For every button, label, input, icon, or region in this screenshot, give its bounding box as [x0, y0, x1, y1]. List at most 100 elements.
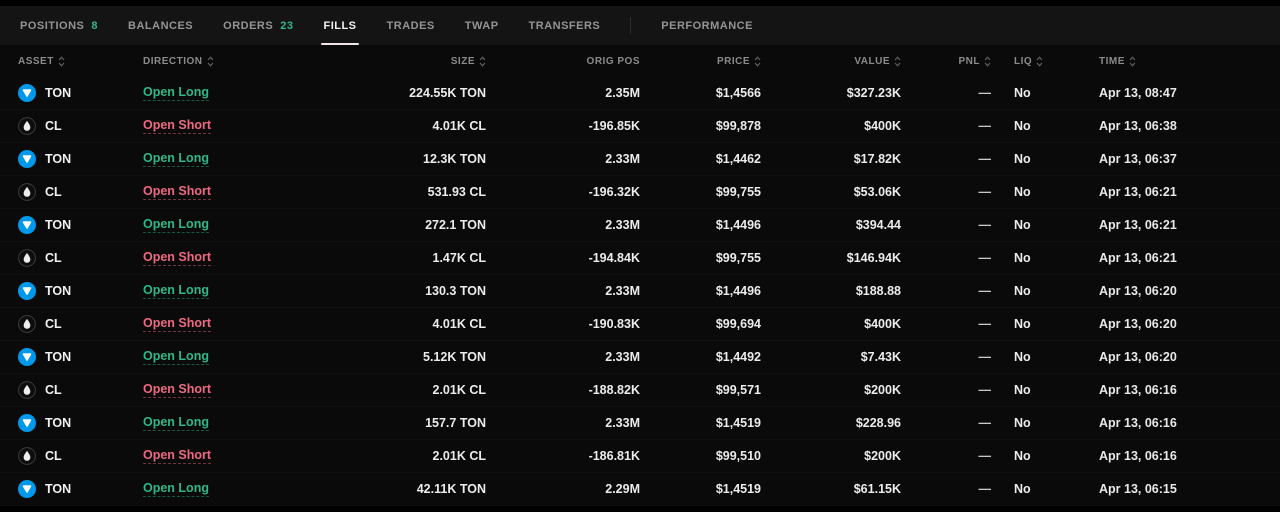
size-cell: 5.12K TON: [311, 350, 486, 364]
pnl-cell-value: —: [978, 482, 992, 496]
tab-trades[interactable]: TRADES: [387, 6, 435, 45]
tab-balances[interactable]: BALANCES: [128, 6, 193, 45]
liq-cell-value: No: [1014, 284, 1031, 298]
liq-cell: No: [991, 86, 1099, 100]
table-row[interactable]: CL Open Short 4.01K CL -190.83K $99,694 $400K…: [0, 308, 1280, 341]
value-cell-value: $200K: [864, 449, 901, 463]
orig-pos-cell: -190.83K: [486, 317, 640, 331]
table-row[interactable]: TON Open Long 12.3K TON 2.33M $1,4462 $17.82K…: [0, 143, 1280, 176]
orig-pos-cell: 2.29M: [486, 482, 640, 496]
asset-cell: CL: [18, 249, 143, 267]
direction-cell: Open Short: [143, 250, 311, 266]
table-header: ASSET DIRECTION SIZE ORIG POS PRICE VALUE PNL L…: [0, 45, 1280, 77]
direction-cell: Open Long: [143, 283, 311, 299]
value-cell-value: $146.94K: [846, 251, 901, 265]
tab-transfers[interactable]: TRANSFERS: [529, 6, 601, 45]
value-cell-value: $228.96: [855, 416, 901, 430]
pnl-cell-value: —: [978, 119, 992, 133]
tab-fills[interactable]: FILLS: [321, 6, 359, 45]
value-cell: $394.44: [761, 218, 901, 232]
tab-label: ORDERS: [223, 19, 274, 32]
table-row[interactable]: CL Open Short 531.93 CL -196.32K $99,755 $53.…: [0, 176, 1280, 209]
asset-name: TON: [45, 152, 72, 166]
price-cell-value: $1,4519: [715, 482, 761, 496]
time-cell-value: Apr 13, 06:20: [1099, 284, 1177, 298]
size-cell-value: 2.01K CL: [432, 449, 487, 463]
time-cell: Apr 13, 06:21: [1099, 185, 1262, 199]
direction-cell: Open Short: [143, 184, 311, 200]
table-row[interactable]: TON Open Long 224.55K TON 2.35M $1,4566 $327.…: [0, 77, 1280, 110]
table-row[interactable]: TON Open Long 130.3 TON 2.33M $1,4496 $188.88…: [0, 275, 1280, 308]
tab-label: BALANCES: [128, 19, 194, 32]
column-header-asset[interactable]: ASSET: [18, 56, 143, 67]
tab-orders[interactable]: ORDERS 23: [223, 6, 293, 45]
tab-count-badge: 23: [280, 19, 294, 32]
table-row[interactable]: TON Open Long 157.7 TON 2.33M $1,4519 $228.96…: [0, 407, 1280, 440]
size-cell-value: 531.93 CL: [427, 185, 486, 199]
asset-cell: CL: [18, 381, 143, 399]
column-header-liq[interactable]: LIQ: [991, 56, 1099, 67]
time-cell: Apr 13, 06:20: [1099, 317, 1262, 331]
ton-icon: [18, 84, 36, 102]
pnl-cell: —: [901, 86, 992, 100]
table-row[interactable]: CL Open Short 4.01K CL -196.85K $99,878 $400K…: [0, 110, 1280, 143]
ton-icon: [18, 414, 36, 432]
column-header-direction[interactable]: DIRECTION: [143, 56, 311, 67]
column-header-orig_pos: ORIG POS: [486, 56, 640, 67]
tab-divider: [630, 17, 632, 34]
pnl-cell-value: —: [978, 416, 992, 430]
liq-cell-value: No: [1014, 317, 1031, 331]
pnl-cell: —: [901, 317, 992, 331]
size-cell: 2.01K CL: [311, 383, 487, 397]
table-row[interactable]: CL Open Short 2.01K CL -186.81K $99,510 $200K…: [0, 440, 1280, 473]
asset-name: TON: [45, 218, 72, 232]
ton-icon: [18, 348, 36, 366]
sort-icon: [58, 55, 65, 67]
time-cell: Apr 13, 06:16: [1099, 383, 1262, 397]
tab-twap[interactable]: TWAP: [465, 6, 499, 45]
tab-positions[interactable]: POSITIONS 8: [20, 6, 98, 45]
sort-icon: [984, 55, 991, 67]
liq-cell: No: [991, 284, 1099, 298]
orig-pos-cell-value: -196.85K: [588, 119, 640, 133]
direction-cell: Open Long: [143, 85, 311, 101]
table-row[interactable]: TON Open Long 272.1 TON 2.33M $1,4496 $394.44…: [0, 209, 1280, 242]
price-cell-value: $99,878: [715, 119, 761, 133]
cl-icon: [18, 381, 36, 399]
value-cell-value: $327.23K: [846, 86, 901, 100]
column-header-time[interactable]: TIME: [1099, 56, 1262, 67]
orig-pos-cell: 2.33M: [486, 218, 640, 232]
time-cell-value: Apr 13, 06:21: [1099, 185, 1177, 199]
table-row[interactable]: TON Open Long 5.12K TON 2.33M $1,4492 $7.43K —…: [0, 341, 1280, 374]
tab-performance[interactable]: PERFORMANCE: [661, 6, 753, 45]
value-cell: $200K: [761, 449, 901, 463]
pnl-cell: —: [901, 383, 992, 397]
price-cell-value: $1,4566: [715, 86, 761, 100]
asset-cell: TON: [18, 282, 143, 300]
price-cell-value: $1,4519: [715, 416, 761, 430]
pnl-cell: —: [901, 152, 992, 166]
column-header-size[interactable]: SIZE: [311, 56, 486, 67]
asset-name: TON: [45, 482, 72, 496]
table-row[interactable]: CL Open Short 1.47K CL -194.84K $99,755 $146.…: [0, 242, 1280, 275]
orig-pos-cell: -196.85K: [486, 119, 640, 133]
orig-pos-cell-value: 2.33M: [605, 152, 640, 166]
pnl-cell-value: —: [978, 218, 992, 232]
value-cell-value: $188.88: [855, 284, 901, 298]
cl-icon: [18, 447, 36, 465]
column-header-price[interactable]: PRICE: [640, 56, 761, 67]
value-cell: $7.43K: [761, 350, 901, 364]
tab-count-badge: 8: [91, 19, 99, 32]
cl-icon: [18, 249, 36, 267]
table-row[interactable]: TON Open Long 42.11K TON 2.29M $1,4519 $61.15…: [0, 473, 1280, 506]
column-header-value[interactable]: VALUE: [761, 56, 901, 67]
ton-icon: [18, 150, 36, 168]
direction-label: Open Long: [143, 415, 209, 431]
table-row[interactable]: CL Open Short 2.01K CL -188.82K $99,571 $200K…: [0, 374, 1280, 407]
value-cell-value: $61.15K: [853, 482, 901, 496]
price-cell: $1,4519: [640, 482, 761, 496]
column-label: ORIG POS: [586, 55, 640, 67]
direction-label: Open Long: [143, 481, 209, 497]
column-header-pnl[interactable]: PNL: [901, 56, 991, 67]
